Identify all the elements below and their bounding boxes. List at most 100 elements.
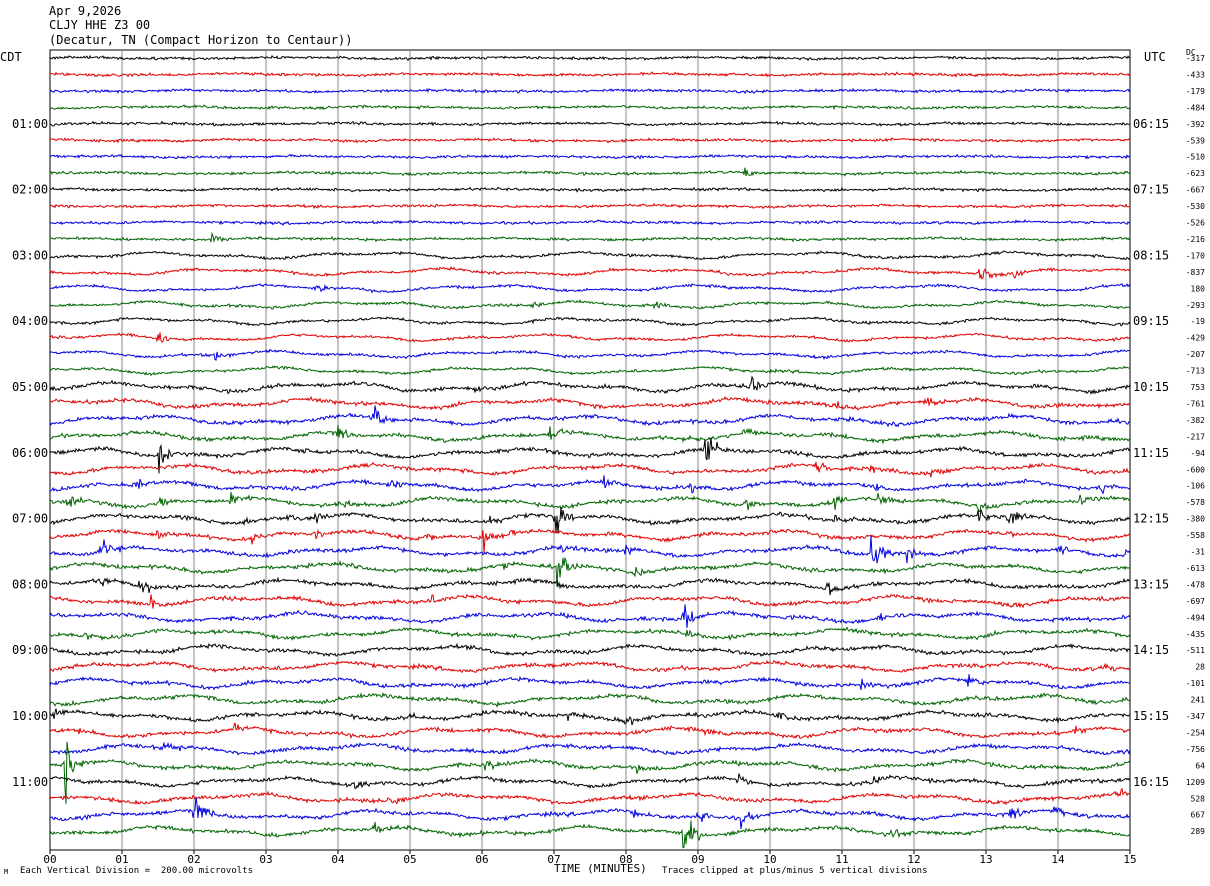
seismic-trace	[49, 120, 1131, 127]
dc-offset-label: -94	[1191, 449, 1206, 458]
dc-offset-label: -558	[1186, 531, 1205, 540]
vertical-scale-note: Each Vertical Division = 200.00 microvol…	[20, 866, 253, 876]
x-tick-label: 04	[331, 853, 345, 866]
dc-offset-label: -539	[1186, 136, 1205, 145]
station-location: (Decatur, TN (Compact Horizon to Centaur…	[49, 33, 353, 47]
seismic-trace	[49, 674, 1130, 691]
seismic-trace	[49, 461, 1131, 478]
x-tick-label: 03	[259, 853, 272, 866]
cdt-hour-label: 11:00	[12, 775, 48, 789]
seismic-trace	[49, 576, 1131, 596]
dc-offset-label: -600	[1186, 465, 1205, 474]
dc-offset-label: -207	[1186, 350, 1205, 359]
utc-hour-label: 08:15	[1133, 248, 1169, 262]
cdt-hour-label: 04:00	[12, 314, 48, 328]
x-tick-label: 02	[187, 853, 200, 866]
dc-offset-label: -756	[1186, 745, 1205, 754]
cdt-hour-label: 06:00	[12, 446, 48, 460]
dc-offset-label: -761	[1186, 399, 1205, 408]
utc-hour-label: 06:15	[1133, 117, 1169, 131]
dc-offset-label: 667	[1191, 811, 1206, 820]
seismic-trace	[50, 231, 1131, 244]
x-tick-label: 01	[115, 853, 128, 866]
dc-offset-label: 241	[1191, 696, 1206, 705]
utc-hour-label: 14:15	[1133, 643, 1169, 657]
seismic-trace	[49, 104, 1131, 111]
x-tick-label: 05	[403, 853, 416, 866]
seismic-trace	[49, 375, 1131, 395]
seismic-trace	[49, 708, 1131, 726]
left-timezone-label: CDT	[0, 50, 22, 64]
seismic-trace	[49, 593, 1131, 609]
x-tick-label: 09	[691, 853, 704, 866]
seismic-trace	[49, 535, 1131, 564]
x-tick-label: 08	[619, 853, 632, 866]
seismic-trace	[49, 820, 1131, 849]
seismic-trace	[49, 437, 1131, 474]
dc-offset-label: -837	[1186, 268, 1205, 277]
utc-hour-label: 10:15	[1133, 380, 1169, 394]
dc-offset-label: -713	[1186, 367, 1205, 376]
dc-offset-label: -697	[1186, 597, 1205, 606]
seismic-trace	[49, 71, 1131, 78]
corner-mark: M	[4, 868, 9, 876]
plot-date: Apr 9,2026	[49, 4, 122, 18]
dc-offset-label: -484	[1186, 103, 1205, 112]
utc-hour-label: 13:15	[1133, 577, 1169, 591]
seismic-trace	[49, 266, 1131, 280]
cdt-hour-label: 02:00	[12, 183, 48, 197]
cdt-hour-label: 03:00	[12, 248, 48, 262]
seismic-trace	[49, 659, 1131, 674]
seismic-trace	[49, 741, 1131, 804]
dc-offset-label: -578	[1186, 498, 1205, 507]
dc-offset-label: -254	[1186, 728, 1205, 737]
seismic-trace	[49, 491, 1131, 513]
seismic-trace	[49, 153, 1131, 160]
seismic-trace	[49, 87, 1131, 95]
dc-offset-label: -526	[1186, 219, 1205, 228]
seismic-trace	[49, 773, 1131, 789]
dc-offset-label: -429	[1186, 334, 1205, 343]
dc-offset-label: -170	[1186, 251, 1205, 260]
dc-offset-label: -380	[1186, 515, 1205, 524]
x-tick-label: 12	[907, 853, 920, 866]
dc-offset-label: -293	[1186, 301, 1205, 310]
x-tick-label: 14	[1051, 853, 1065, 866]
x-tick-label: 06	[475, 853, 488, 866]
x-tick-label: 13	[979, 853, 992, 866]
cdt-hour-label: 05:00	[12, 380, 48, 394]
dc-offset-label: -494	[1186, 613, 1205, 622]
dc-offset-label: -511	[1186, 646, 1205, 655]
utc-hour-label: 11:15	[1133, 446, 1169, 460]
dc-offset-label: -347	[1186, 712, 1205, 721]
cdt-hour-label: 10:00	[12, 709, 48, 723]
dc-offset-label: 289	[1191, 827, 1206, 836]
utc-hour-label: 07:15	[1133, 183, 1169, 197]
seismic-trace	[49, 202, 1131, 210]
dc-offset-label: -510	[1186, 153, 1205, 162]
seismic-trace	[49, 395, 1131, 411]
dc-offset-label: 28	[1195, 663, 1205, 672]
seismic-trace	[49, 167, 1131, 177]
dc-offset-label: -478	[1186, 580, 1205, 589]
dc-offset-label: -179	[1186, 87, 1205, 96]
x-tick-label: 10	[763, 853, 776, 866]
cdt-hour-label: 07:00	[12, 512, 48, 526]
seismic-trace	[49, 796, 1131, 830]
seismic-trace	[49, 475, 1131, 495]
seismic-trace	[49, 332, 1131, 343]
seismic-trace	[49, 405, 1131, 428]
seismic-trace	[49, 528, 1131, 554]
dc-offset-label: -382	[1186, 416, 1205, 425]
seismic-trace	[49, 54, 1130, 62]
cdt-hour-label: 09:00	[12, 643, 48, 657]
dc-offset-label: 180	[1191, 284, 1206, 293]
x-tick-label: 11	[835, 853, 848, 866]
right-timezone-label: UTC	[1144, 50, 1166, 64]
dc-offset-label: -613	[1186, 564, 1205, 573]
x-tick-label: 15	[1123, 853, 1136, 866]
utc-hour-label: 16:15	[1133, 775, 1169, 789]
dc-offset-label: -433	[1186, 70, 1205, 79]
dc-offset-label: -392	[1186, 120, 1205, 129]
